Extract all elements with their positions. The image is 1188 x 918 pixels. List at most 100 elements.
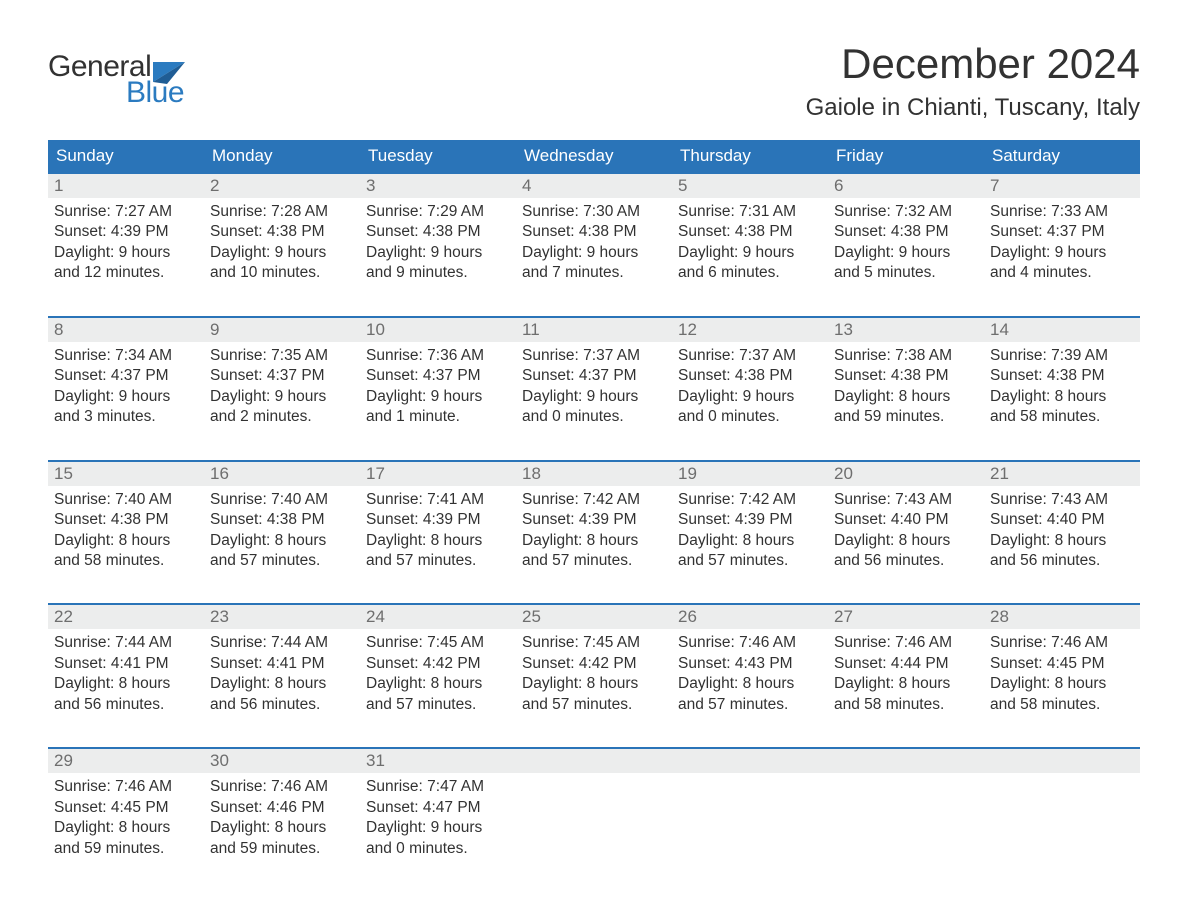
day-number: 29 [48, 749, 204, 773]
day-day2: and 57 minutes. [678, 695, 820, 715]
day-day1: Daylight: 8 hours [522, 674, 664, 694]
day-sunset: Sunset: 4:42 PM [522, 654, 664, 674]
calendar-week: 22232425262728Sunrise: 7:44 AMSunset: 4:… [48, 603, 1140, 719]
day-sunset: Sunset: 4:41 PM [210, 654, 352, 674]
day-sunrise: Sunrise: 7:29 AM [366, 202, 508, 222]
day-day2: and 57 minutes. [522, 551, 664, 571]
day-number: 24 [360, 605, 516, 629]
day-cell: Sunrise: 7:42 AMSunset: 4:39 PMDaylight:… [516, 486, 672, 576]
day-sunset: Sunset: 4:40 PM [834, 510, 976, 530]
day-sunset: Sunset: 4:38 PM [210, 222, 352, 242]
day-day1: Daylight: 9 hours [54, 243, 196, 263]
day-day2: and 56 minutes. [210, 695, 352, 715]
day-cell [672, 773, 828, 863]
day-number: 21 [984, 462, 1140, 486]
day-sunset: Sunset: 4:45 PM [990, 654, 1132, 674]
day-day1: Daylight: 8 hours [54, 531, 196, 551]
day-cell: Sunrise: 7:46 AMSunset: 4:46 PMDaylight:… [204, 773, 360, 863]
day-sunset: Sunset: 4:38 PM [210, 510, 352, 530]
day-day2: and 58 minutes. [54, 551, 196, 571]
weekday-header: Friday [828, 140, 984, 172]
day-number: 10 [360, 318, 516, 342]
day-cell [516, 773, 672, 863]
day-sunrise: Sunrise: 7:47 AM [366, 777, 508, 797]
day-day1: Daylight: 8 hours [366, 674, 508, 694]
day-number: 11 [516, 318, 672, 342]
day-day2: and 2 minutes. [210, 407, 352, 427]
day-cell: Sunrise: 7:27 AMSunset: 4:39 PMDaylight:… [48, 198, 204, 288]
day-sunrise: Sunrise: 7:33 AM [990, 202, 1132, 222]
day-sunrise: Sunrise: 7:46 AM [678, 633, 820, 653]
day-number: 5 [672, 174, 828, 198]
day-day1: Daylight: 8 hours [990, 531, 1132, 551]
day-cell: Sunrise: 7:46 AMSunset: 4:45 PMDaylight:… [984, 629, 1140, 719]
day-cell [984, 773, 1140, 863]
day-day2: and 4 minutes. [990, 263, 1132, 283]
day-sunset: Sunset: 4:39 PM [678, 510, 820, 530]
day-sunrise: Sunrise: 7:37 AM [678, 346, 820, 366]
day-day1: Daylight: 9 hours [210, 387, 352, 407]
day-sunrise: Sunrise: 7:42 AM [678, 490, 820, 510]
day-sunrise: Sunrise: 7:46 AM [834, 633, 976, 653]
day-day1: Daylight: 9 hours [366, 243, 508, 263]
day-sunrise: Sunrise: 7:35 AM [210, 346, 352, 366]
day-sunset: Sunset: 4:45 PM [54, 798, 196, 818]
day-number: 19 [672, 462, 828, 486]
day-number: 16 [204, 462, 360, 486]
day-sunset: Sunset: 4:38 PM [54, 510, 196, 530]
day-day2: and 56 minutes. [990, 551, 1132, 571]
day-day2: and 12 minutes. [54, 263, 196, 283]
day-day1: Daylight: 9 hours [990, 243, 1132, 263]
day-sunrise: Sunrise: 7:44 AM [54, 633, 196, 653]
weekday-header-row: Sunday Monday Tuesday Wednesday Thursday… [48, 140, 1140, 172]
day-day1: Daylight: 9 hours [522, 243, 664, 263]
day-day2: and 58 minutes. [834, 695, 976, 715]
day-cell: Sunrise: 7:37 AMSunset: 4:38 PMDaylight:… [672, 342, 828, 432]
day-sunrise: Sunrise: 7:44 AM [210, 633, 352, 653]
day-day1: Daylight: 8 hours [366, 531, 508, 551]
day-sunset: Sunset: 4:37 PM [990, 222, 1132, 242]
day-number: 28 [984, 605, 1140, 629]
day-number: 23 [204, 605, 360, 629]
day-sunrise: Sunrise: 7:31 AM [678, 202, 820, 222]
logo-text-bottom: Blue [126, 76, 185, 110]
day-day2: and 1 minute. [366, 407, 508, 427]
day-cell: Sunrise: 7:32 AMSunset: 4:38 PMDaylight:… [828, 198, 984, 288]
day-cell: Sunrise: 7:41 AMSunset: 4:39 PMDaylight:… [360, 486, 516, 576]
day-sunset: Sunset: 4:38 PM [678, 222, 820, 242]
day-day1: Daylight: 9 hours [678, 387, 820, 407]
day-cell: Sunrise: 7:42 AMSunset: 4:39 PMDaylight:… [672, 486, 828, 576]
day-sunset: Sunset: 4:38 PM [366, 222, 508, 242]
day-cell: Sunrise: 7:43 AMSunset: 4:40 PMDaylight:… [984, 486, 1140, 576]
day-sunrise: Sunrise: 7:39 AM [990, 346, 1132, 366]
day-cell [828, 773, 984, 863]
day-cell: Sunrise: 7:31 AMSunset: 4:38 PMDaylight:… [672, 198, 828, 288]
day-number: 31 [360, 749, 516, 773]
day-sunrise: Sunrise: 7:46 AM [54, 777, 196, 797]
day-sunset: Sunset: 4:39 PM [54, 222, 196, 242]
day-sunset: Sunset: 4:47 PM [366, 798, 508, 818]
day-day1: Daylight: 8 hours [834, 674, 976, 694]
day-sunrise: Sunrise: 7:36 AM [366, 346, 508, 366]
day-number-row: 15161718192021 [48, 462, 1140, 486]
day-day2: and 6 minutes. [678, 263, 820, 283]
day-number: 4 [516, 174, 672, 198]
day-sunset: Sunset: 4:37 PM [210, 366, 352, 386]
location-subtitle: Gaiole in Chianti, Tuscany, Italy [806, 94, 1140, 122]
day-number-row: 293031 [48, 749, 1140, 773]
day-sunrise: Sunrise: 7:43 AM [990, 490, 1132, 510]
day-cell: Sunrise: 7:45 AMSunset: 4:42 PMDaylight:… [516, 629, 672, 719]
weekday-header: Thursday [672, 140, 828, 172]
day-day1: Daylight: 8 hours [990, 674, 1132, 694]
day-day2: and 3 minutes. [54, 407, 196, 427]
day-sunrise: Sunrise: 7:46 AM [990, 633, 1132, 653]
day-day2: and 57 minutes. [522, 695, 664, 715]
calendar-week: 15161718192021Sunrise: 7:40 AMSunset: 4:… [48, 460, 1140, 576]
day-day2: and 56 minutes. [54, 695, 196, 715]
day-day1: Daylight: 9 hours [366, 387, 508, 407]
header-region: General Blue December 2024 Gaiole in Chi… [48, 40, 1140, 122]
day-cell: Sunrise: 7:46 AMSunset: 4:43 PMDaylight:… [672, 629, 828, 719]
day-day2: and 59 minutes. [210, 839, 352, 859]
day-number: 12 [672, 318, 828, 342]
day-number: 27 [828, 605, 984, 629]
